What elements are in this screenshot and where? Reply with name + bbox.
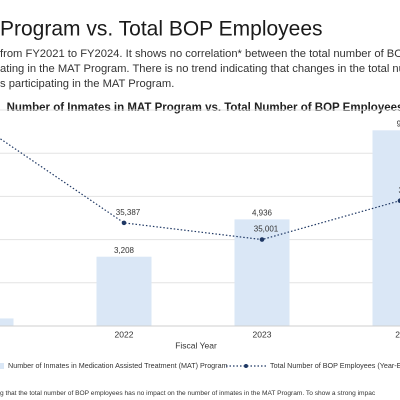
bar-value-label: 3,208 bbox=[114, 246, 135, 255]
intro-line: s participating in the MAT Program. bbox=[0, 78, 174, 90]
line-marker bbox=[259, 237, 265, 242]
intro-line: from FY2021 to FY2024. It shows no corre… bbox=[0, 48, 400, 60]
line-marker bbox=[121, 220, 127, 226]
page-title: Program vs. Total BOP Employees bbox=[0, 18, 323, 41]
legend-label: Number of Inmates in Medication Assisted… bbox=[8, 361, 228, 370]
chart-title: Number of Inmates in MAT Program vs. Tot… bbox=[7, 102, 400, 114]
bar bbox=[372, 130, 400, 326]
line-value-label: 35,001 bbox=[254, 225, 279, 234]
line-value-label: 35,387 bbox=[116, 208, 141, 217]
x-axis-label: Fiscal Year bbox=[175, 340, 217, 350]
bar bbox=[0, 318, 14, 326]
bar bbox=[96, 256, 152, 326]
footnote: g that the total number of BOP employees… bbox=[0, 390, 376, 397]
legend-label: Total Number of BOP Employees (Year-En bbox=[270, 361, 400, 370]
x-tick-label: 20 bbox=[395, 329, 400, 339]
bar-value-label: 9, bbox=[397, 119, 400, 128]
legend-marker bbox=[244, 364, 248, 368]
x-tick-label: 2023 bbox=[253, 329, 272, 339]
line bbox=[0, 137, 400, 241]
line-marker bbox=[397, 198, 400, 204]
intro-line: ating in the MAT Program. There is no tr… bbox=[0, 63, 400, 75]
bar bbox=[234, 219, 290, 326]
x-tick-label: 2022 bbox=[115, 329, 134, 339]
bar-value-label: 4,936 bbox=[252, 208, 273, 217]
legend-swatch bbox=[0, 363, 4, 369]
line-value-label: 35, bbox=[398, 186, 400, 195]
